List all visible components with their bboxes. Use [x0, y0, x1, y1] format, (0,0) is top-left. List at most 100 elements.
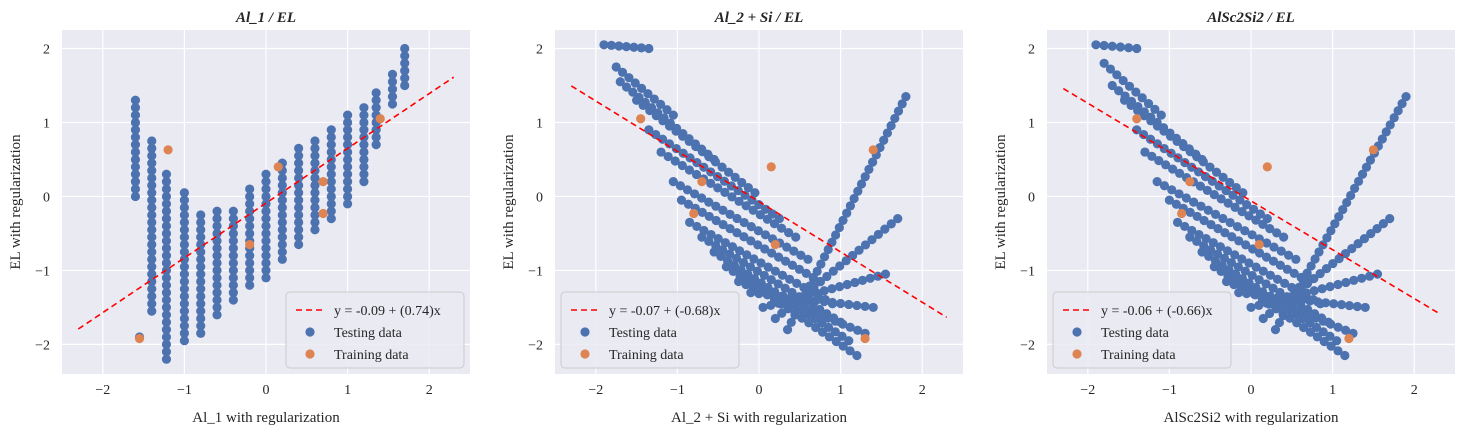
x-tick-label: 1 — [1329, 383, 1336, 398]
y-tick-label: 0 — [536, 190, 543, 205]
testing-points — [599, 40, 911, 361]
testing-point — [1213, 224, 1223, 234]
testing-point — [725, 224, 735, 234]
testing-point — [1235, 195, 1245, 205]
testing-point — [804, 318, 814, 328]
testing-point — [745, 262, 756, 272]
testing-point — [1347, 244, 1357, 254]
testing-point — [1289, 268, 1299, 278]
testing-point — [791, 232, 801, 242]
testing-point — [147, 276, 157, 287]
testing-point — [212, 258, 222, 268]
testing-point — [1147, 151, 1157, 161]
testing-point — [147, 247, 157, 257]
testing-point — [1242, 200, 1252, 210]
testing-point — [853, 325, 863, 335]
testing-point — [1237, 254, 1247, 264]
testing-point — [797, 295, 807, 306]
testing-point — [1114, 86, 1124, 96]
testing-point — [856, 179, 867, 189]
testing-point — [1280, 278, 1290, 288]
testing-point — [130, 162, 141, 172]
testing-point — [773, 279, 783, 289]
testing-point — [611, 62, 621, 72]
testing-point — [245, 228, 255, 239]
testing-point — [656, 147, 666, 157]
testing-point — [343, 132, 353, 142]
testing-point — [675, 181, 686, 191]
testing-point — [682, 185, 693, 195]
training-point — [697, 177, 707, 187]
testing-point — [359, 162, 369, 172]
testing-point — [277, 217, 287, 227]
testing-point — [697, 207, 707, 217]
testing-point — [212, 221, 222, 231]
testing-point — [1203, 205, 1213, 215]
testing-point — [387, 91, 398, 102]
panel-alsc2si2: −2 −1 0 1 2 −2 −1 0 1 2 AlSc2Si2 / EL AlSc2Si2 w… — [993, 10, 1455, 426]
testing-point — [161, 347, 172, 357]
testing-point — [228, 206, 238, 216]
x-tick-label: −1 — [177, 383, 192, 398]
x-tick-label: 1 — [837, 383, 844, 398]
training-point — [860, 333, 870, 344]
testing-point — [811, 322, 821, 333]
testing-point — [1211, 167, 1222, 177]
testing-point — [670, 156, 680, 166]
legend-training-swatch — [1072, 349, 1082, 359]
testing-point — [179, 276, 189, 287]
testing-point — [770, 313, 780, 324]
testing-point — [1240, 226, 1250, 236]
training-point — [375, 114, 385, 124]
testing-point — [179, 188, 189, 198]
x-tick-label: 0 — [263, 383, 270, 398]
testing-point — [785, 274, 795, 284]
legend-box — [285, 291, 465, 369]
training-point — [318, 208, 328, 219]
testing-point — [1341, 277, 1351, 288]
testing-point — [212, 265, 222, 276]
testing-point — [1246, 302, 1256, 313]
testing-point — [294, 239, 304, 250]
training-points — [134, 114, 385, 344]
testing-point — [735, 246, 745, 256]
testing-point — [692, 221, 702, 232]
testing-point — [1137, 93, 1147, 103]
testing-point — [752, 266, 762, 276]
testing-point — [1268, 283, 1278, 293]
testing-point — [1397, 99, 1407, 109]
testing-point — [1290, 289, 1300, 299]
testing-point — [880, 224, 890, 234]
testing-point — [147, 262, 157, 272]
y-tick-label: 1 — [1028, 116, 1035, 131]
testing-point — [754, 289, 764, 299]
testing-point — [724, 167, 734, 177]
testing-point — [748, 205, 758, 215]
testing-point — [873, 271, 883, 281]
testing-point — [718, 205, 728, 215]
x-tick-labels: −2 −1 0 1 2 — [1080, 383, 1417, 398]
testing-point — [387, 84, 398, 94]
testing-point — [212, 295, 222, 305]
testing-point — [161, 206, 172, 216]
testing-point — [668, 177, 678, 187]
testing-point — [147, 202, 157, 213]
testing-point — [1344, 300, 1355, 311]
testing-point — [854, 245, 864, 255]
testing-point — [790, 310, 800, 320]
y-tick-label: 1 — [536, 116, 543, 131]
testing-point — [1357, 169, 1368, 179]
testing-point — [326, 125, 336, 135]
testing-point — [683, 199, 694, 209]
testing-point — [371, 132, 381, 142]
testing-point — [808, 307, 818, 317]
testing-point — [294, 232, 304, 242]
x-tick-label: 0 — [1248, 383, 1255, 398]
y-tick-label: −2 — [1020, 338, 1035, 353]
testing-point — [1338, 204, 1348, 215]
testing-point — [1366, 229, 1376, 239]
testing-point — [697, 232, 707, 242]
testing-point — [704, 236, 714, 246]
testing-point — [228, 273, 238, 283]
testing-point — [819, 252, 830, 262]
